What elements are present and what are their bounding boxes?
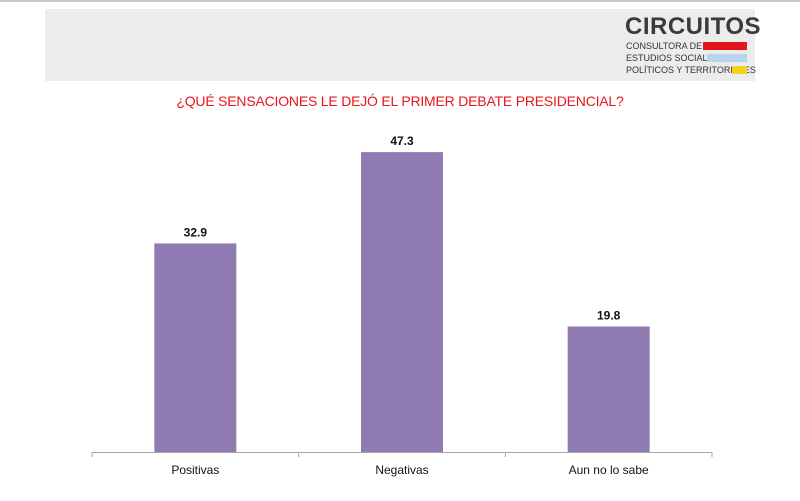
chart-title: ¿QUÉ SENSACIONES LE DEJÓ EL PRIMER DEBAT… <box>176 93 624 109</box>
logo-blue-bar <box>707 54 747 62</box>
bar-2 <box>361 152 443 453</box>
value-label-1: 32.9 <box>184 225 208 239</box>
category-label-3: Aun no lo sabe <box>569 463 649 477</box>
logo-line-2: ESTUDIOS SOCIALES, <box>626 53 723 63</box>
header-band <box>45 9 755 81</box>
logo-name: CIRCUITOS <box>625 13 762 40</box>
category-label-1: Positivas <box>171 463 219 477</box>
category-label-2: Negativas <box>375 463 428 477</box>
logo-yellow-bar <box>732 66 747 74</box>
logo-line-3: POLÍTICOS Y TERRITORIALES <box>626 65 756 75</box>
top-border <box>0 0 800 2</box>
logo-line-1: CONSULTORA DE <box>626 41 703 51</box>
bar-3 <box>567 326 650 452</box>
bar-1 <box>154 243 237 452</box>
logo-red-bar <box>703 42 747 50</box>
circuitos-logo: CIRCUITOS CONSULTORA DE ESTUDIOS SOCIALE… <box>625 14 761 78</box>
value-label-2: 47.3 <box>390 134 414 148</box>
value-label-3: 19.8 <box>597 308 621 322</box>
